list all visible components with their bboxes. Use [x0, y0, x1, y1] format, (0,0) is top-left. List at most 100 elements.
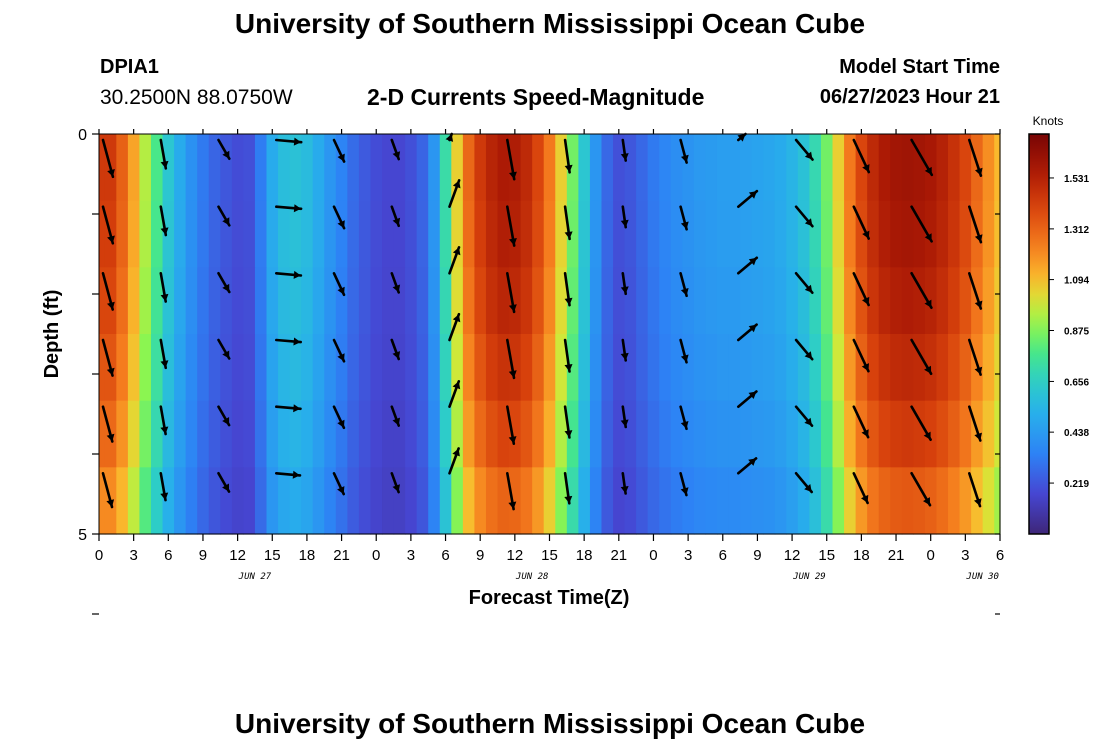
- heatmap-cell: [497, 334, 510, 402]
- heatmap-cell: [99, 334, 106, 402]
- heatmap-cell: [994, 267, 1001, 335]
- heatmap-cell: [485, 200, 499, 268]
- heatmap-cell: [358, 334, 372, 402]
- heatmap-cell: [532, 267, 545, 335]
- heatmap-cell: [936, 200, 949, 268]
- heatmap-cell: [254, 200, 268, 268]
- heatmap-cell: [647, 200, 660, 268]
- heatmap-cell: [382, 400, 395, 468]
- current-vector: [505, 338, 517, 380]
- heatmap-cell: [116, 267, 129, 335]
- date-label: JUN 27: [238, 572, 272, 582]
- current-vector: [274, 337, 303, 346]
- heatmap-cell: [867, 467, 880, 535]
- heatmap-cell: [832, 334, 845, 402]
- heatmap-cell: [301, 200, 314, 268]
- heatmap-cell: [601, 400, 614, 468]
- heatmap-cell: [358, 267, 372, 335]
- heatmap-cell: [312, 267, 325, 335]
- heatmap-cell: [208, 400, 221, 468]
- heatmap-cell: [231, 467, 244, 535]
- heatmap-cell: [405, 267, 418, 335]
- heatmap-cell: [474, 334, 487, 402]
- heatmap-cell: [751, 467, 764, 535]
- heatmap-cell: [520, 134, 533, 202]
- heatmap-cell: [774, 400, 787, 468]
- heatmap-cell: [254, 400, 268, 468]
- heatmap-cell: [774, 200, 787, 268]
- heatmap-cell: [185, 400, 198, 468]
- x-tick-label: 18: [853, 547, 870, 564]
- heatmap-cell: [682, 334, 695, 402]
- current-vector: [448, 447, 460, 475]
- heatmap-cell: [636, 467, 649, 535]
- current-vector: [852, 205, 871, 240]
- heatmap-cell: [150, 467, 164, 535]
- heatmap-cell: [335, 200, 348, 268]
- heatmap-cell: [347, 200, 360, 268]
- heatmap-cell: [543, 400, 556, 468]
- heatmap-cell: [208, 467, 221, 535]
- page-title: University of Southern Mississippi Ocean…: [234, 8, 866, 39]
- heatmap-cell: [959, 400, 972, 468]
- heatmap-cell: [670, 267, 683, 335]
- heatmap-cell: [509, 200, 522, 268]
- heatmap-cell: [624, 334, 637, 402]
- heatmap-cell: [243, 267, 256, 335]
- current-vector: [794, 138, 814, 161]
- heatmap-cell: [820, 467, 834, 535]
- heatmap-cell: [890, 200, 903, 268]
- heatmap-cell: [243, 334, 256, 402]
- heatmap-cell: [243, 467, 256, 535]
- heatmap-cell: [994, 134, 1001, 202]
- x-tick-label: 21: [333, 547, 350, 564]
- heatmap-cell: [543, 334, 556, 402]
- heatmap-cell: [405, 134, 418, 202]
- current-vector: [390, 205, 401, 228]
- heatmap-cell: [774, 467, 787, 535]
- heatmap-cell: [763, 134, 776, 202]
- current-vector: [736, 323, 758, 342]
- heatmap-cell: [382, 134, 395, 202]
- heatmap-cell: [844, 200, 857, 268]
- heatmap-cell: [266, 467, 279, 535]
- x-tick-label: 18: [299, 547, 316, 564]
- model-start-value: 06/27/2023 Hour 21: [819, 86, 1000, 108]
- heatmap-cell: [936, 334, 949, 402]
- heatmap-cell: [393, 467, 406, 535]
- heatmap-cell: [994, 400, 1001, 468]
- current-vector: [563, 271, 573, 307]
- heatmap-cell: [555, 267, 568, 335]
- heatmap-cell: [601, 334, 614, 402]
- heatmap-cell: [774, 267, 787, 335]
- heatmap-cell: [289, 334, 302, 402]
- current-vector: [967, 138, 983, 177]
- current-vector: [967, 471, 982, 508]
- heatmap-cell: [959, 134, 972, 202]
- current-vector: [910, 138, 934, 177]
- heatmap-cell: [705, 467, 718, 535]
- x-tick-label: 21: [888, 547, 905, 564]
- x-tick-label: 6: [164, 547, 172, 564]
- heatmap-cell: [127, 400, 141, 468]
- current-vector: [448, 312, 461, 342]
- heatmap-cell: [347, 467, 360, 535]
- current-vector: [217, 338, 231, 360]
- heatmap-cell: [566, 200, 579, 268]
- heatmap-cell: [844, 267, 857, 335]
- current-vector: [217, 471, 231, 493]
- heatmap-cell: [740, 400, 753, 468]
- current-vector: [390, 138, 401, 161]
- heatmap-cell: [786, 400, 799, 468]
- x-tick-label: 15: [264, 547, 281, 564]
- heatmap-cell: [636, 400, 649, 468]
- heatmap-cell: [820, 267, 834, 335]
- x-tick-label: 15: [541, 547, 558, 564]
- heatmap-cell: [324, 134, 337, 202]
- heatmap-cell: [254, 467, 268, 535]
- heatmap-cell: [150, 200, 164, 268]
- heatmap-cell: [682, 267, 695, 335]
- heatmap-cell: [462, 467, 476, 535]
- heatmap-cell: [878, 134, 891, 202]
- current-vector: [736, 132, 747, 142]
